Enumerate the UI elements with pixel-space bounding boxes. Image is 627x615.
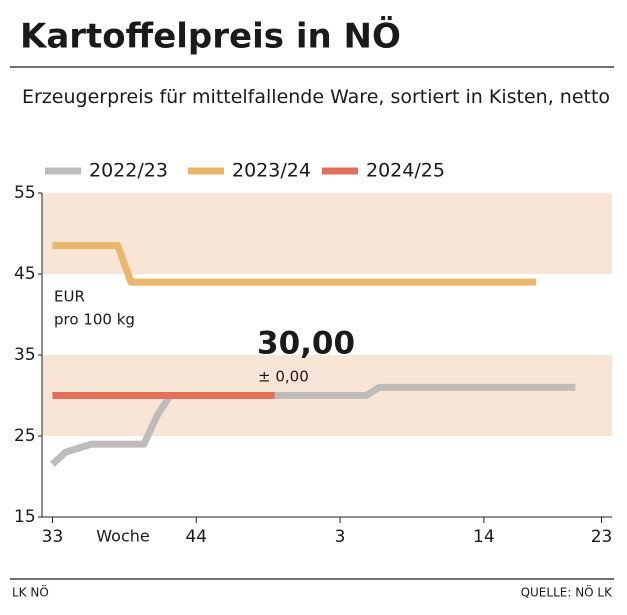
annotation: 30,00 <box>257 326 355 362</box>
shaded-range <box>42 193 612 274</box>
subtitle: Erzeugerpreis für mittelfallende Ware, s… <box>22 86 611 108</box>
footer-left: LK NÖ <box>12 584 49 600</box>
chart-title: Kartoffelpreis in NÖ <box>20 16 401 57</box>
footer-right: QUELLE: NÖ LK <box>521 584 614 600</box>
series-line <box>50 383 576 467</box>
x-axis-label: Woche <box>96 527 149 546</box>
y-tick-label: 55 <box>14 183 36 203</box>
legend-label: 2024/25 <box>366 160 445 182</box>
unit-label: EUR <box>54 288 85 306</box>
x-tick-label: 14 <box>473 527 495 547</box>
y-tick-label: 15 <box>14 507 36 527</box>
legend-label: 2022/23 <box>89 160 168 182</box>
legend-label: 2023/24 <box>232 160 311 182</box>
x-tick-label: 44 <box>185 527 207 547</box>
x-tick-label: 3 <box>335 527 346 547</box>
annotation: ± 0,00 <box>258 368 309 386</box>
x-tick-label: 33 <box>42 527 64 547</box>
series-line <box>52 242 537 286</box>
x-tick-label: 23 <box>591 527 613 547</box>
y-tick-label: 45 <box>14 264 36 284</box>
unit-label: pro 100 kg <box>54 311 135 329</box>
y-tick-label: 35 <box>14 345 36 365</box>
y-tick-label: 25 <box>14 426 36 446</box>
